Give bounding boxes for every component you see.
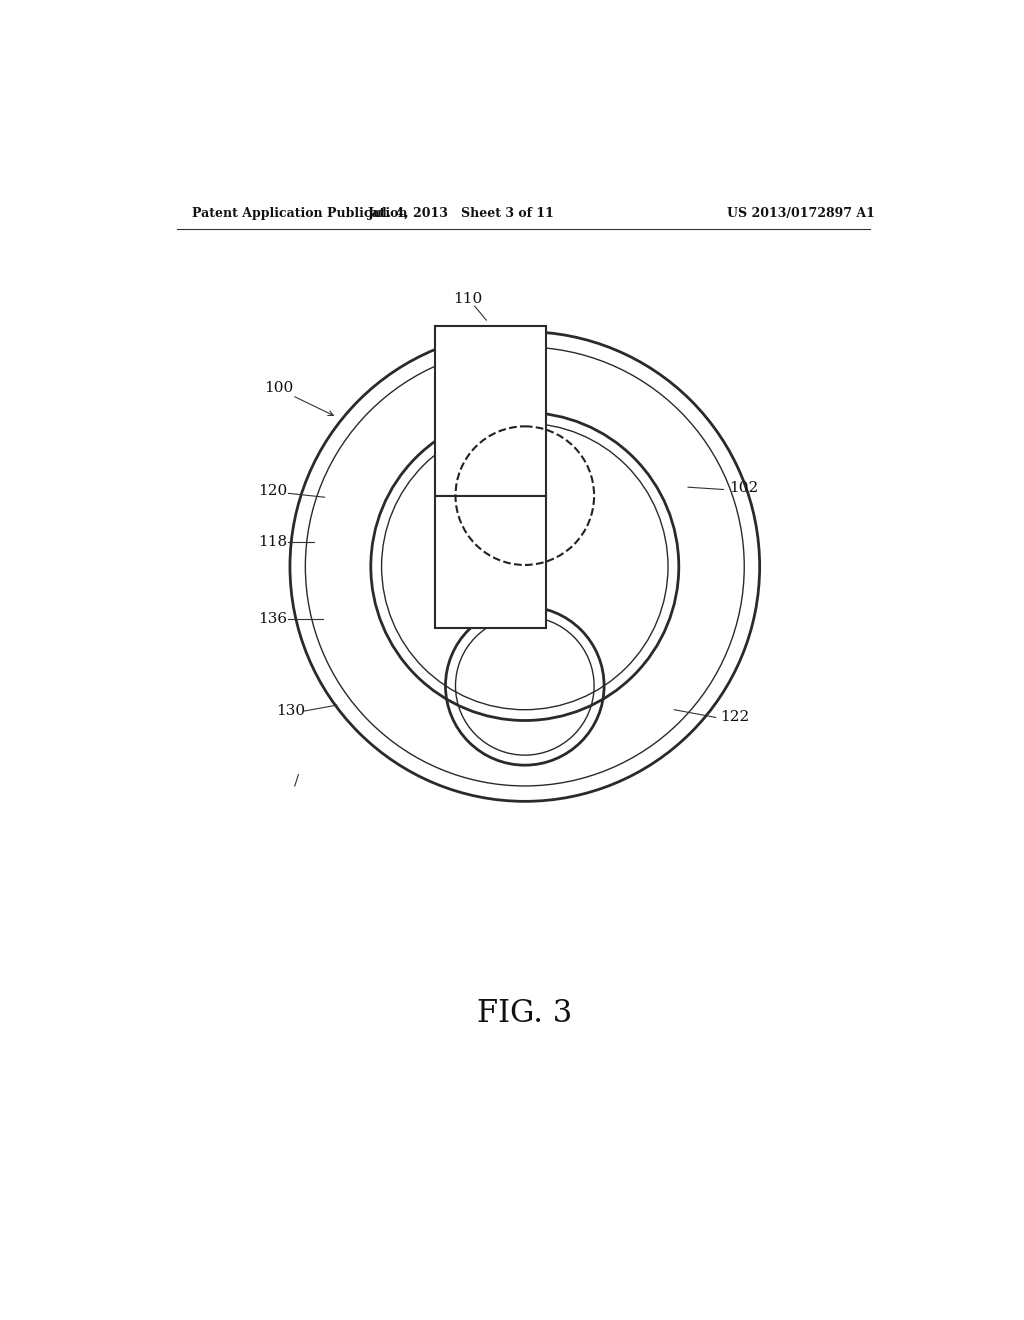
Text: 120: 120 xyxy=(258,484,288,498)
Bar xyxy=(435,326,547,496)
Text: 110: 110 xyxy=(454,292,482,306)
Text: 130: 130 xyxy=(276,705,305,718)
Text: 136: 136 xyxy=(258,612,288,626)
Text: Jul. 4, 2013   Sheet 3 of 11: Jul. 4, 2013 Sheet 3 of 11 xyxy=(369,207,555,220)
Text: Patent Application Publication: Patent Application Publication xyxy=(193,207,408,220)
Text: FIG. 3: FIG. 3 xyxy=(477,998,572,1028)
Text: US 2013/0172897 A1: US 2013/0172897 A1 xyxy=(726,207,874,220)
Bar xyxy=(435,496,547,628)
Text: 102: 102 xyxy=(730,480,759,495)
Text: 118: 118 xyxy=(258,535,288,549)
Text: 100: 100 xyxy=(264,381,293,395)
Text: /: / xyxy=(294,774,299,788)
Text: 122: 122 xyxy=(720,710,750,725)
